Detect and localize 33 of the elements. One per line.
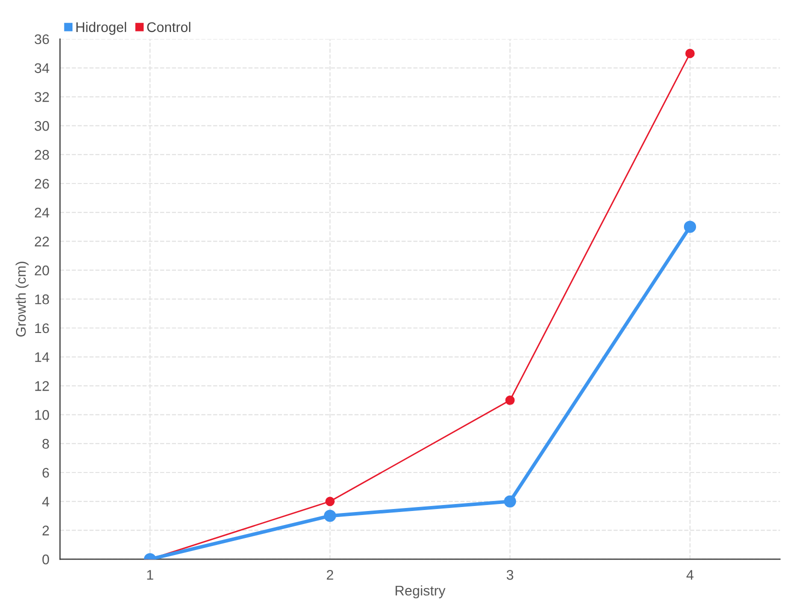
point	[685, 48, 695, 58]
y-axis-title: Growth (cm)	[16, 262, 29, 337]
point	[325, 496, 335, 506]
y-tick-label: 16	[35, 323, 49, 334]
y-tick-label: 12	[35, 381, 49, 391]
point	[324, 510, 336, 522]
y-tick-label: 34	[34, 63, 50, 74]
y-tick-label: 26	[34, 178, 49, 189]
y-tick-label: 22	[34, 236, 49, 246]
y-tick-label: 28	[34, 150, 49, 160]
point	[684, 220, 696, 233]
x-tick-label: 3	[506, 570, 514, 580]
y-tick-label: 8	[42, 438, 49, 449]
legend-label: Hidrogel	[76, 22, 126, 35]
x-tick-label: 4	[686, 570, 694, 580]
y-tick-label: 36	[34, 34, 49, 44]
y-tick-label: 0	[42, 554, 50, 564]
y-tick-label: 30	[34, 121, 50, 131]
y-tick-label: 6	[42, 468, 49, 478]
legend-label: Control	[147, 22, 190, 32]
y-tick-label: 18	[35, 294, 49, 304]
y-tick-label: 10	[35, 410, 50, 420]
y-tick-label: 24	[34, 208, 50, 218]
y-tick-label: 20	[34, 266, 50, 276]
point	[505, 396, 515, 405]
y-tick-label: 32	[34, 92, 49, 102]
x-axis-title: Registry	[396, 585, 446, 598]
x-tick-label: 1	[147, 570, 154, 580]
x-tick-label: 2	[326, 570, 334, 580]
point	[504, 495, 516, 508]
y-tick-label: 2	[42, 526, 49, 536]
y-tick-label: 14	[35, 352, 50, 362]
y-tick-label: 4	[42, 496, 50, 506]
